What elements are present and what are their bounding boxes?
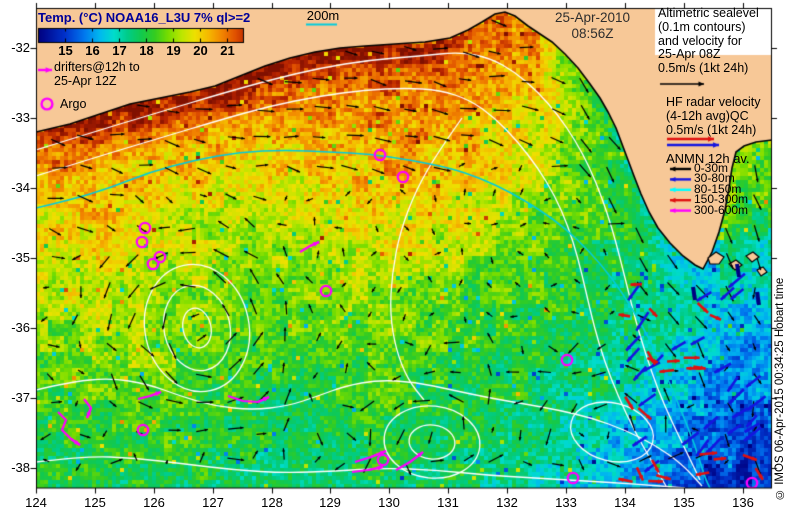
colorbar-tick-label: 20 <box>193 43 208 58</box>
x-tick-label: 129 <box>319 495 341 510</box>
x-tick-label: 126 <box>143 495 165 510</box>
y-tick-label: -35 <box>11 250 30 265</box>
x-tick-label: 131 <box>437 495 459 510</box>
legend-altimetric-line: 25-Apr 08Z <box>658 47 721 62</box>
legend-hf-radar: HF radar velocity (4-12h avg)QC 0.5m/s (… <box>666 95 761 137</box>
x-tick-label: 125 <box>84 495 106 510</box>
legend-altimetric-line: 0.5m/s (1kt 24h) <box>658 61 749 76</box>
legend-anmn-item: 80-150m <box>694 182 742 196</box>
x-tick-label: 127 <box>202 495 224 510</box>
legend-altimetric-line: and velocity for <box>658 33 743 48</box>
x-tick-label: 133 <box>555 495 577 510</box>
y-tick-label: -34 <box>11 180 30 195</box>
y-tick-label: -32 <box>11 40 30 55</box>
legend-anmn-item: 300-600m <box>694 203 749 217</box>
copyright-text: © IMOS 06-Apr-2015 00:34:25 Hobart time <box>774 277 786 500</box>
legend-anmn-title: ANMN 12h av. <box>666 151 750 166</box>
legend-hf-line: HF radar velocity <box>666 95 761 109</box>
legend-anmn-item: 150-300m <box>694 192 749 206</box>
legend-anmn-item: 30-80m <box>694 171 735 185</box>
map-datetime: 25-Apr-2010 08:56Z <box>525 10 660 42</box>
map-time: 08:56Z <box>571 26 614 41</box>
x-tick-label: 135 <box>673 495 695 510</box>
x-tick-label: 136 <box>732 495 754 510</box>
colorbar-tick-label: 21 <box>220 43 235 58</box>
colorbar-tick-label: 15 <box>58 43 73 58</box>
y-tick-label: -37 <box>11 390 30 405</box>
x-tick-label: 132 <box>496 495 518 510</box>
legend-drifters-line2: 25-Apr 12Z <box>54 74 117 88</box>
isobath-200m-label: 200m <box>306 8 340 23</box>
legend-hf-line: 0.5m/s (1kt 24h) <box>666 122 757 137</box>
legend-altimetric-line: (0.1m contours) <box>658 19 746 34</box>
legend-altimetric-line: Altimetric sealevel <box>658 6 759 20</box>
x-tick-label: 128 <box>261 495 283 510</box>
colorbar-tick-label: 19 <box>166 43 181 58</box>
colorbar-tick-label: 18 <box>139 43 154 58</box>
y-tick-label: -33 <box>11 110 30 125</box>
map-date: 25-Apr-2010 <box>554 10 631 25</box>
x-tick-label: 134 <box>614 495 636 510</box>
colorbar-tick-label: 16 <box>85 43 100 58</box>
legend-hf-line: (4-12h avg)QC <box>666 108 749 123</box>
y-tick-label: -36 <box>11 320 30 335</box>
legend-altimetric: Altimetric sealevel (0.1m contours) and … <box>658 6 759 76</box>
x-tick-label: 124 <box>25 495 47 510</box>
legend-anmn-item: 0-30m <box>694 161 729 175</box>
colorbar-title: Temp. (°C) NOAA16_L3U 7% ql>=2 <box>38 10 251 25</box>
x-tick-label: 130 <box>378 495 400 510</box>
colorbar-tick-label: 17 <box>112 43 127 58</box>
legend-drifters-line1: drifters@12h to <box>54 60 140 74</box>
legend-argo-label: Argo <box>60 97 87 111</box>
y-tick-label: -38 <box>11 460 30 475</box>
